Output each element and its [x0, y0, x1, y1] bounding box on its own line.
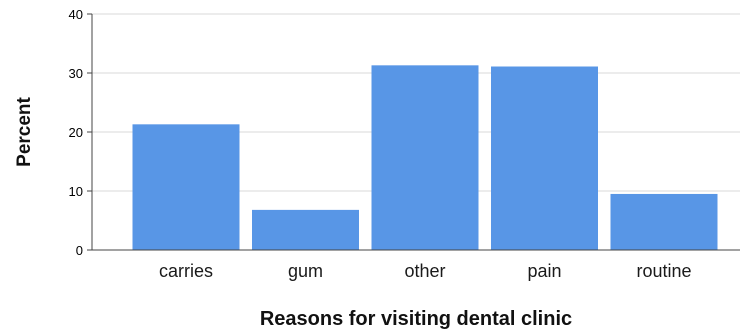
bar-carries	[132, 124, 240, 250]
x-tick-label-other: other	[404, 261, 445, 281]
y-tick-label: 20	[69, 125, 83, 140]
bar-gum	[252, 209, 359, 250]
y-tick-label: 0	[76, 243, 83, 258]
y-tick-label: 40	[69, 7, 83, 22]
x-tick-label-routine: routine	[636, 261, 691, 281]
y-axis-title: Percent	[14, 96, 35, 166]
x-axis-title: Reasons for visiting dental clinic	[260, 308, 572, 330]
x-tick-label-carries: carries	[159, 261, 213, 281]
bar-other	[371, 65, 479, 250]
x-tick-label-pain: pain	[527, 261, 561, 281]
y-tick-label: 30	[69, 66, 83, 81]
x-tick-labels: carries gum other pain routine	[159, 261, 692, 281]
bars	[132, 65, 718, 250]
x-tick-label-gum: gum	[288, 261, 323, 281]
bar-routine	[610, 193, 718, 250]
y-tick-labels: 0 10 20 30 40	[69, 7, 92, 258]
y-tick-label: 10	[69, 184, 83, 199]
bar-pain	[491, 66, 598, 250]
